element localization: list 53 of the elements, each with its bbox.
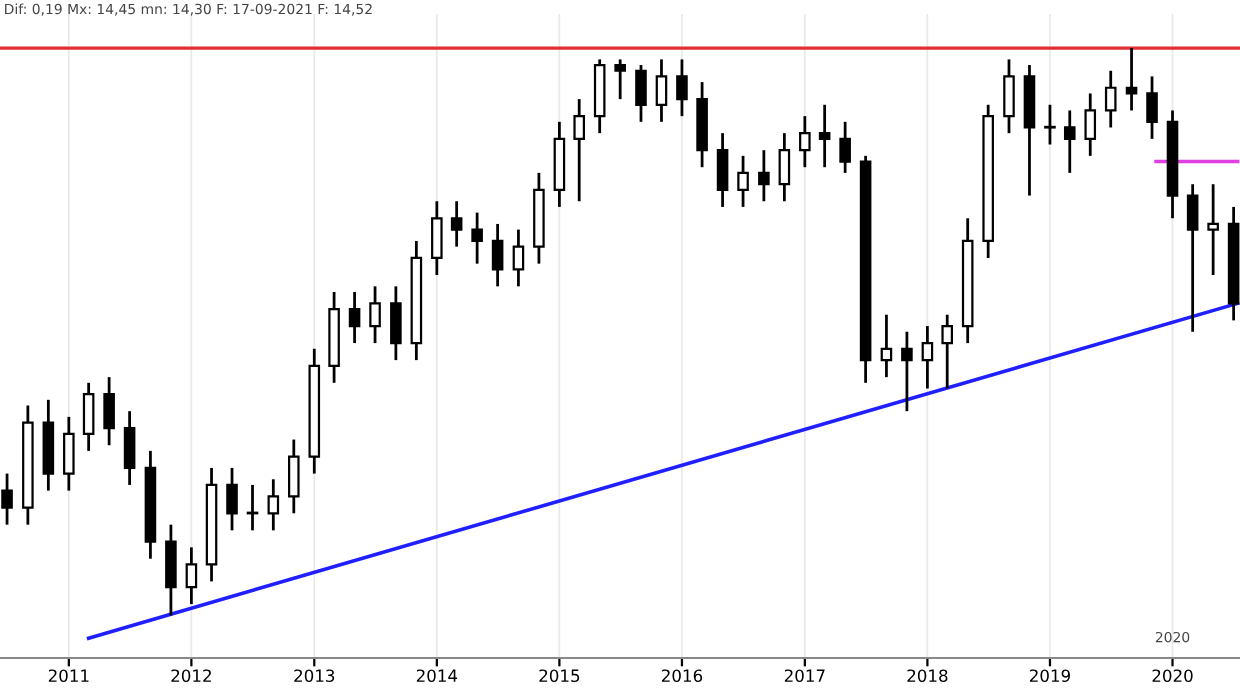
candlestick: [635, 63, 647, 124]
x-tick-label: 2011: [48, 669, 89, 683]
candlestick: [655, 58, 668, 124]
candlestick: [901, 330, 913, 413]
candlestick: [471, 211, 483, 266]
candlestick: [573, 97, 585, 203]
candlestick: [369, 284, 381, 345]
candlestick: [185, 545, 198, 606]
candlestick: [1084, 92, 1097, 158]
candlestick: [1186, 182, 1199, 334]
candlestick: [165, 523, 177, 617]
x-tick-label: 2015: [539, 669, 580, 683]
candlestick: [431, 199, 443, 277]
candlestick: [941, 313, 953, 390]
candlestick: [512, 228, 525, 288]
candlestick: [226, 466, 238, 532]
candlestick: [716, 131, 729, 209]
candlestick: [63, 415, 75, 493]
candlestick: [839, 120, 851, 175]
candlestick: [1044, 103, 1056, 146]
x-tick-label: 2018: [907, 669, 948, 683]
candlestick: [450, 199, 463, 249]
candlestick: [348, 290, 361, 345]
candlestick: [288, 438, 300, 515]
x-tick-label: 2014: [416, 669, 458, 683]
candlestick: [778, 131, 791, 203]
candlestick: [1146, 75, 1158, 141]
candlestick: [123, 409, 136, 487]
candlestick: [82, 381, 95, 453]
candlestick: [1003, 58, 1015, 135]
candlestick: [676, 58, 688, 118]
candlestick: [267, 477, 280, 532]
candlestick: [103, 375, 115, 447]
x-tick-label: 2016: [661, 669, 703, 683]
x-tick-label: 2020: [1152, 669, 1193, 683]
candlestick: [921, 324, 934, 390]
candlestick: [758, 148, 770, 203]
x-tick-label: 2013: [294, 669, 335, 683]
candlestick: [818, 103, 831, 169]
x-tick-label: 2012: [171, 669, 211, 683]
candlestick: [1104, 69, 1117, 129]
x-tick-label: 2019: [1029, 669, 1070, 683]
candlestick: [1207, 182, 1219, 277]
candlestick: [737, 154, 749, 209]
candlestick: [880, 313, 893, 379]
candlestick: [614, 58, 626, 101]
candlestick: [491, 222, 504, 288]
candlestick: [1063, 109, 1076, 175]
candlestick: [1125, 46, 1138, 112]
x-tick-label: 2017: [784, 669, 825, 683]
candlestick: [390, 284, 402, 362]
candlestick: [799, 114, 811, 169]
candlestick: [1, 472, 13, 527]
